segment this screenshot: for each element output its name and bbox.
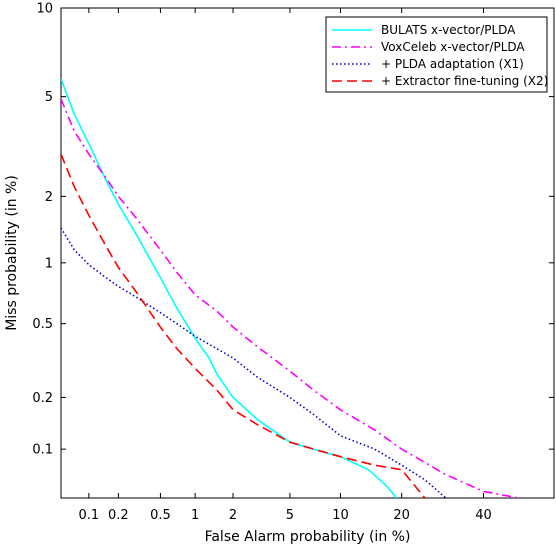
y-tick-label: 2 <box>45 190 53 205</box>
series-line-extractor-fine-tuning-x2 <box>61 153 426 498</box>
x-tick-label: 20 <box>393 508 410 523</box>
x-tick-label: 0.5 <box>150 508 171 523</box>
legend-label-bulats-x-vector-plda: BULATS x-vector/PLDA <box>381 23 516 37</box>
y-tick-label: 5 <box>45 90 53 105</box>
x-tick-label: 10 <box>332 508 349 523</box>
series-line-voxceleb-x-vector-plda <box>61 98 519 498</box>
tick-marks: 0.1 0.2 0.5 1 2 5 10 20 40 0.1 0.2 0.5 1 2 5 10 <box>32 2 554 523</box>
x-tick-label: 0.2 <box>108 508 129 523</box>
legend-label-plda-adaptation-x1: + PLDA adaptation (X1) <box>381 57 524 71</box>
series-line-bulats-x-vector-plda <box>61 78 398 498</box>
y-tick-label: 10 <box>36 2 53 17</box>
x-tick-label: 5 <box>286 508 294 523</box>
y-tick-label: 0.1 <box>32 443 53 458</box>
x-tick-label: 0.1 <box>79 508 100 523</box>
x-tick-label: 1 <box>191 508 199 523</box>
x-tick-label: 40 <box>475 508 492 523</box>
legend: BULATS x-vector/PLDA VoxCeleb x-vector/PL… <box>325 16 548 93</box>
legend-label-extractor-fine-tuning-x2: + Extractor fine-tuning (X2) <box>381 74 548 88</box>
legend-label-voxceleb-x-vector-plda: VoxCeleb x-vector/PLDA <box>381 40 525 54</box>
series-layer <box>61 78 519 498</box>
plot-frame <box>60 7 555 499</box>
x-axis-label: False Alarm probability (in %) <box>205 529 411 545</box>
x-tick-label: 2 <box>229 508 237 523</box>
y-tick-label: 0.2 <box>32 391 53 406</box>
y-tick-label: 1 <box>45 256 53 271</box>
y-axis-label: Miss probability (in %) <box>4 175 20 331</box>
y-tick-label: 0.5 <box>32 317 53 332</box>
